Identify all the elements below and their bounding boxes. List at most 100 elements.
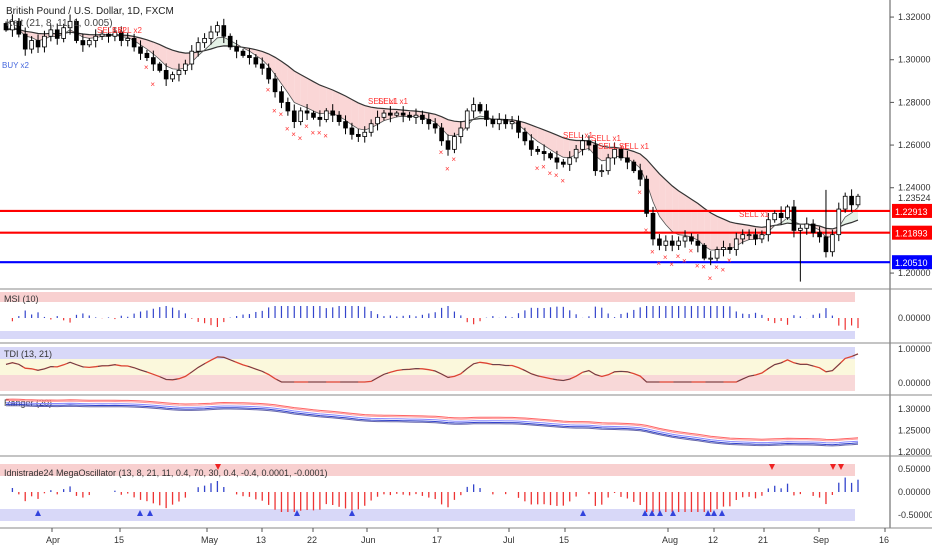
chart-title: British Pound / U.S. Dollar, 1D, FXCM: [6, 6, 174, 17]
mo-down-arrow: [830, 464, 836, 470]
candle-body: [93, 35, 99, 41]
candle-body: [496, 119, 502, 125]
candle-body: [573, 148, 579, 159]
channel-segment: [307, 78, 314, 112]
candle-body: [746, 234, 752, 237]
candle-body: [452, 136, 457, 150]
candle-body: [477, 104, 483, 112]
candle-body: [234, 46, 239, 52]
mo-band-bottom: [0, 509, 855, 521]
candle-body: [125, 38, 131, 41]
channel-segment: [678, 190, 686, 236]
candle-body: [189, 50, 195, 65]
x-tick-label: Apr: [46, 535, 60, 545]
panel-y-label: -0.50000: [898, 510, 932, 520]
mo-up-arrow: [670, 510, 676, 516]
candle-body: [599, 170, 605, 173]
candle-body: [778, 212, 784, 218]
signal-x: ×: [720, 265, 725, 274]
channel-segment: [710, 212, 718, 251]
candle-body: [74, 20, 79, 41]
candle-body: [490, 119, 496, 125]
mo-up-arrow: [649, 510, 655, 516]
channel-segment: [281, 61, 288, 93]
signal-x: ×: [695, 261, 700, 270]
candle-body: [16, 20, 22, 35]
candles: [3, 14, 861, 282]
channel-segment: [268, 53, 276, 75]
candle-body: [291, 110, 297, 123]
candle-body: [407, 114, 412, 118]
channel-segment: [146, 39, 154, 55]
channel-segment: [294, 70, 301, 106]
signal-x: ×: [650, 247, 655, 256]
candle-body: [221, 25, 227, 37]
panel-y-label: 0.00000: [898, 378, 931, 388]
candle-body: [765, 219, 771, 236]
channel-segment: [704, 208, 711, 251]
candle-body: [445, 140, 451, 150]
channel-segment: [300, 74, 308, 108]
mo-up-arrow: [711, 510, 717, 516]
mo-down-arrow: [769, 464, 775, 470]
indicator-label: Kelt (21, 8, 11, 1, 0.005): [6, 18, 113, 29]
panel-y-label: 0.00000: [898, 313, 931, 323]
ranger-line: [5, 403, 859, 446]
candle-body: [151, 57, 156, 65]
x-tick-label: Sep: [813, 535, 829, 545]
signal-label: SELL x1: [739, 210, 769, 219]
x-tick-label: Jun: [361, 535, 376, 545]
channel-segment: [172, 50, 179, 70]
channel-segment: [326, 87, 333, 114]
mo-band-top: [0, 464, 855, 476]
price-axis: 1.32000 1.30000 1.28000 1.26000 1.24000 1.200…: [890, 12, 931, 278]
channel-segment: [556, 135, 564, 158]
candle-body: [464, 110, 470, 129]
candle-body: [605, 157, 611, 172]
channel-segment: [653, 166, 660, 217]
tdi-band-top: [0, 347, 855, 359]
ranger-line: [5, 402, 859, 444]
signal-label: SELL x2: [112, 26, 142, 35]
mo-up-arrow: [349, 510, 355, 516]
candle-body: [657, 238, 662, 246]
candle-body: [368, 123, 374, 133]
candle-body: [138, 46, 143, 54]
candle-body: [625, 157, 630, 163]
horizontal-levels[interactable]: 1.22913 1.21893 1.20510: [0, 203, 932, 270]
ranger-line: [5, 399, 859, 442]
signal-x: ×: [644, 226, 649, 235]
panel-y-label: 1.20000: [898, 447, 931, 457]
candle-body: [304, 110, 310, 114]
candle-body: [343, 121, 348, 129]
channel-segment: [166, 47, 173, 69]
signal-x: ×: [278, 110, 283, 119]
candle-body: [323, 110, 329, 120]
signal-x: ×: [310, 129, 315, 138]
candle-body: [695, 240, 701, 246]
signal-x: ×: [548, 169, 553, 178]
candle-body: [701, 244, 707, 259]
panel-y-label: 0.00000: [898, 487, 931, 497]
candle-body: [753, 234, 758, 240]
candle-body: [118, 31, 124, 41]
candle-body: [721, 247, 726, 250]
channel-segment: [339, 92, 346, 121]
channel-segment: [537, 127, 545, 146]
x-tick-label: Aug: [662, 535, 678, 545]
candle-body: [644, 178, 649, 214]
x-tick-label: 17: [432, 535, 442, 545]
level-label: 1.22913: [895, 207, 928, 217]
candle-body: [618, 148, 624, 159]
slow-line: [5, 28, 859, 230]
signal-x: ×: [727, 256, 732, 265]
channel-segment: [665, 179, 673, 232]
candle-body: [458, 127, 464, 137]
candle-body: [298, 110, 303, 123]
signal-x: ×: [144, 63, 149, 72]
candle-body: [195, 42, 201, 52]
candle-body: [682, 236, 688, 242]
channel-segment: [390, 109, 397, 119]
candle-body: [708, 257, 713, 260]
